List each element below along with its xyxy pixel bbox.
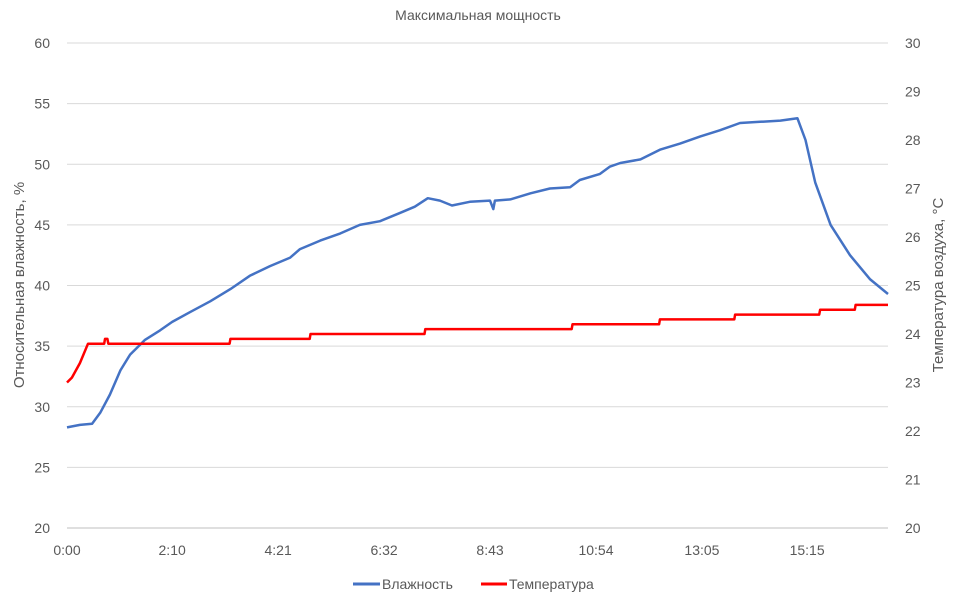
y2-tick-label: 24 — [905, 326, 921, 342]
y-tick-label: 20 — [34, 520, 50, 536]
y-tick-label: 50 — [34, 156, 50, 172]
y2-tick-label: 29 — [905, 84, 921, 100]
y2-tick-label: 26 — [905, 229, 921, 245]
y-axis-label: Относительная влажность, % — [11, 182, 28, 388]
y-tick-label: 60 — [34, 35, 50, 51]
y2-tick-label: 22 — [905, 423, 921, 439]
y2-tick-label: 21 — [905, 472, 921, 488]
x-tick-label: 4:21 — [264, 542, 291, 558]
y-tick-label: 40 — [34, 278, 50, 294]
x-tick-label: 15:15 — [790, 542, 825, 558]
y2-tick-label: 28 — [905, 132, 921, 148]
legend-label-humidity: Влажность — [382, 576, 453, 592]
x-tick-label: 0:00 — [53, 542, 80, 558]
legend-label-temperature: Температура — [509, 576, 594, 592]
y-tick-label: 30 — [34, 399, 50, 415]
y-tick-label: 45 — [34, 217, 50, 233]
x-tick-label: 8:43 — [476, 542, 503, 558]
y2-tick-label: 25 — [905, 278, 921, 294]
series-line-humidity — [66, 116, 889, 429]
x-tick-label: 10:54 — [578, 542, 613, 558]
x-tick-label: 2:10 — [159, 542, 186, 558]
x-tick-label: 13:05 — [684, 542, 719, 558]
y-tick-label: 55 — [34, 96, 50, 112]
y-tick-label: 35 — [34, 338, 50, 354]
y2-tick-label: 23 — [905, 375, 921, 391]
y2-tick-label: 27 — [905, 181, 921, 197]
y2-tick-label: 30 — [905, 35, 921, 51]
y2-axis-label: Температура воздуха, °C — [930, 198, 947, 373]
x-tick-label: 6:32 — [370, 542, 397, 558]
legend: Влажность Температура — [353, 576, 594, 592]
y2-tick-label: 20 — [905, 520, 921, 536]
chart-title: Максимальная мощность — [395, 7, 561, 23]
y-tick-label: 25 — [34, 459, 50, 475]
series-line-temperature — [66, 303, 888, 384]
